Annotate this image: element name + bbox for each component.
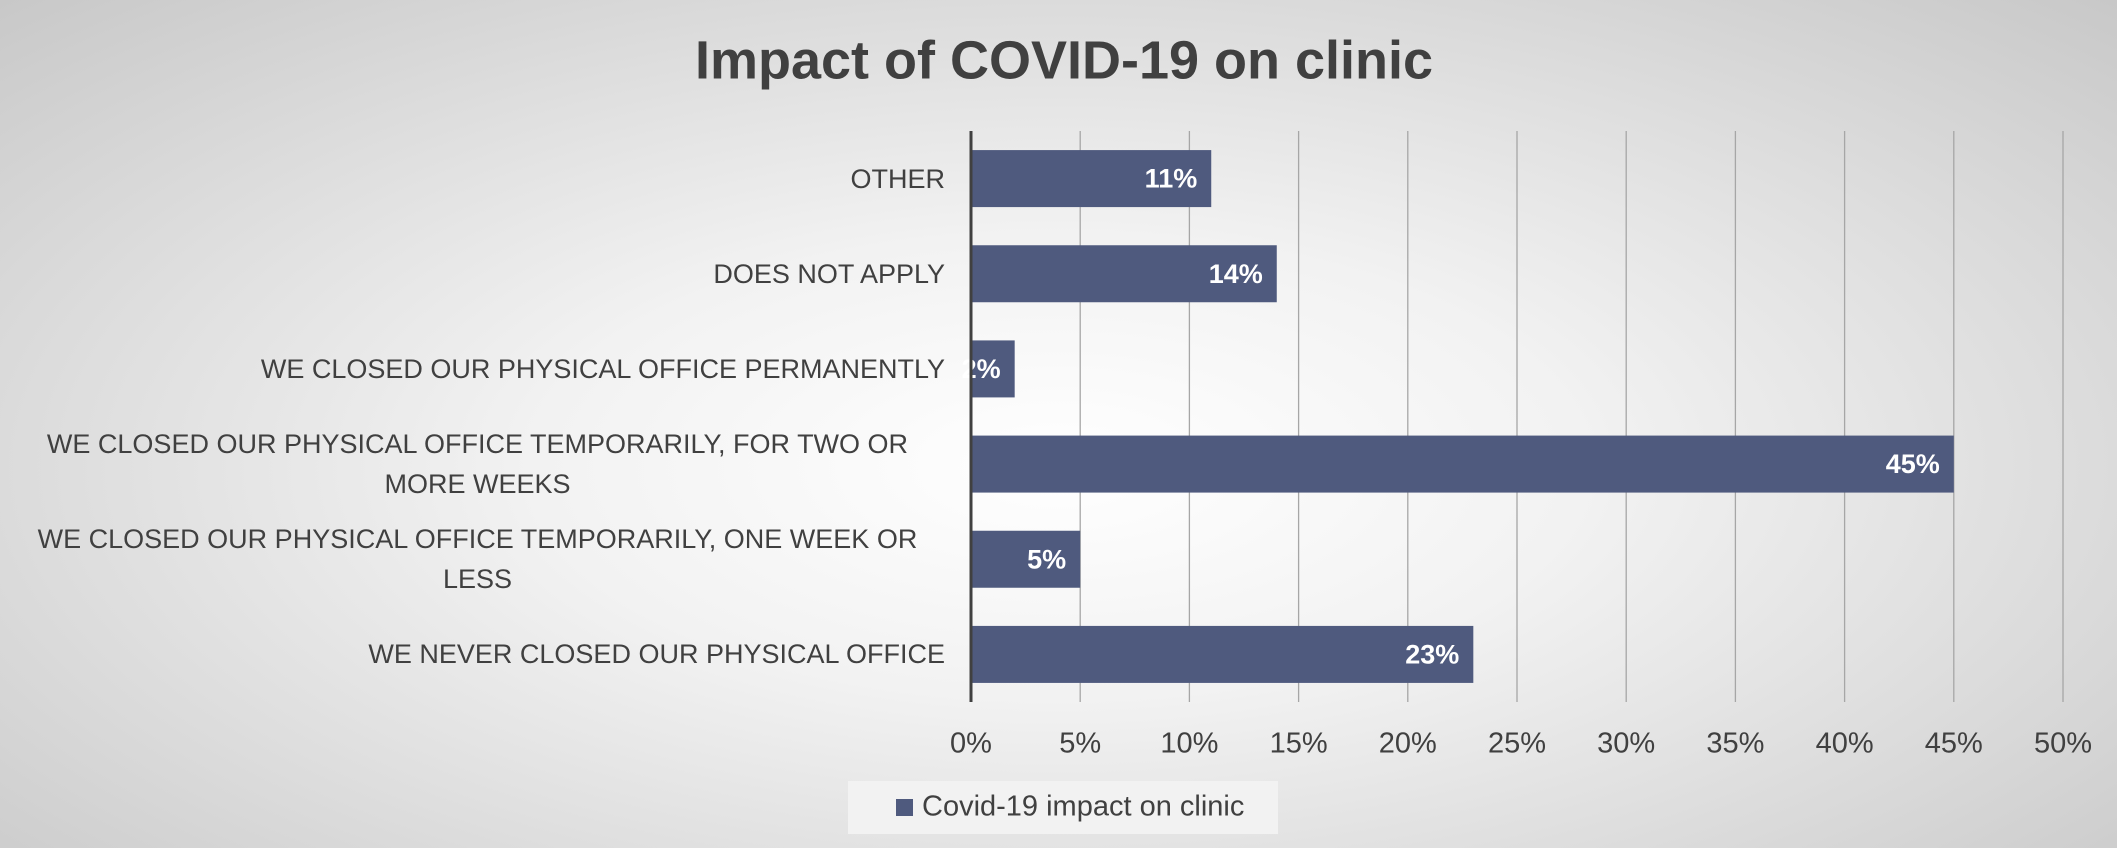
x-tick-label: 50%	[2034, 728, 2092, 760]
legend-swatch	[896, 799, 913, 816]
x-tick-label: 30%	[1597, 728, 1655, 760]
category-text: WE CLOSED OUR PHYSICAL OFFICE TEMPORARIL…	[46, 429, 909, 500]
bar	[971, 150, 1212, 208]
data-label: 14%	[1209, 259, 1263, 289]
x-tick-label: 10%	[1160, 728, 1218, 760]
chart-title: Impact of COVID-19 on clinic	[695, 30, 1433, 90]
category-text: WE NEVER CLOSED OUR PHYSICAL OFFICE	[368, 639, 945, 670]
legend-label: Covid-19 impact on clinic	[922, 791, 1244, 823]
category-text: WE CLOSED OUR PHYSICAL OFFICE TEMPORARIL…	[37, 524, 918, 595]
y-tick-label: WE NEVER CLOSED OUR PHYSICAL OFFICE	[10, 604, 945, 704]
data-label: 23%	[1405, 640, 1459, 670]
y-tick-label: OTHER	[10, 129, 946, 229]
legend-box	[848, 781, 1278, 834]
data-label: 2%	[962, 354, 1001, 384]
x-tick-label: 40%	[1816, 728, 1874, 760]
category-text: OTHER	[850, 163, 946, 194]
bar	[971, 340, 1015, 398]
x-tick-label: 25%	[1488, 728, 1546, 760]
bar	[971, 245, 1277, 303]
y-tick-label: WE CLOSED OUR PHYSICAL OFFICE TEMPORARIL…	[10, 414, 945, 514]
x-tick-label: 35%	[1706, 728, 1764, 760]
x-tick-label: 20%	[1379, 728, 1437, 760]
y-tick-label: WE CLOSED OUR PHYSICAL OFFICE TEMPORARIL…	[10, 509, 945, 609]
y-tick-label: WE CLOSED OUR PHYSICAL OFFICE PERMANENTL…	[10, 319, 945, 419]
bar	[971, 530, 1081, 588]
x-tick-label: 5%	[1059, 728, 1101, 760]
bar	[971, 625, 1474, 683]
category-text: WE CLOSED OUR PHYSICAL OFFICE PERMANENTL…	[260, 353, 945, 384]
x-tick-label: 45%	[1925, 728, 1983, 760]
x-tick-label: 15%	[1270, 728, 1328, 760]
y-tick-label: DOES NOT APPLY	[10, 224, 945, 324]
data-label: 45%	[1886, 449, 1940, 479]
x-tick-label: 0%	[950, 728, 992, 760]
category-text: DOES NOT APPLY	[713, 258, 945, 289]
bar	[971, 435, 1954, 493]
data-label: 5%	[1027, 544, 1066, 574]
data-label: 11%	[1145, 164, 1198, 194]
